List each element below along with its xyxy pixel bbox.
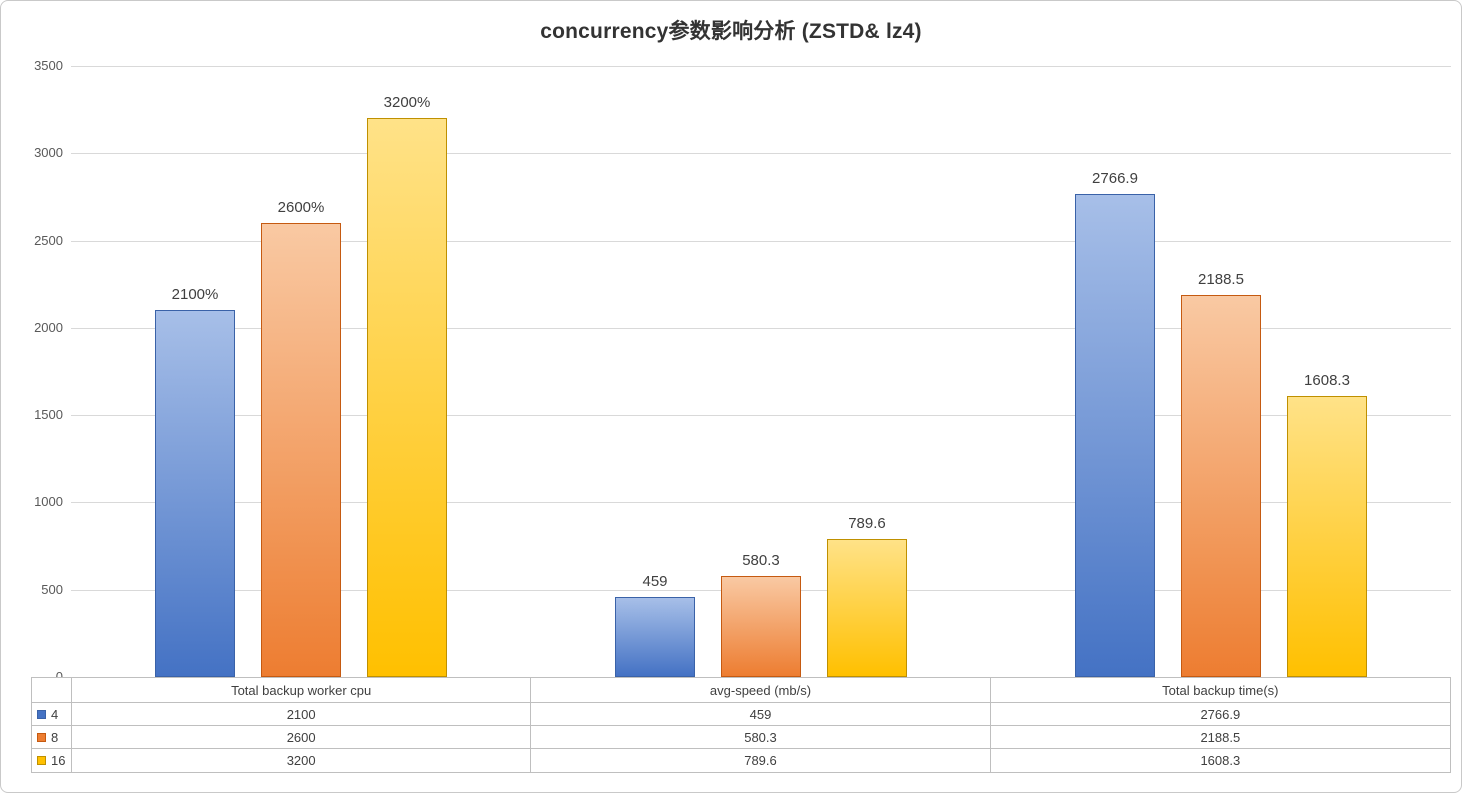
table-value-cell: 580.3 (531, 726, 991, 749)
bar-value-label: 2100% (171, 286, 219, 303)
legend-swatch-8 (37, 732, 46, 742)
table-value-cell: 2600 (72, 726, 532, 749)
grid-line (71, 153, 1451, 155)
table-header-cell: avg-speed (mb/s) (531, 678, 991, 703)
table-series-name-cell: 16 (32, 749, 72, 772)
y-axis-tick-label: 1000 (34, 494, 63, 510)
grid-line (71, 502, 1451, 504)
bar-value-label: 1608.3 (1304, 372, 1350, 389)
y-axis-tick-label: 3500 (34, 58, 63, 73)
table-series-name-cell: 8 (32, 726, 72, 749)
table-value-cell: 2766.9 (990, 703, 1450, 726)
bar-value-label: 789.6 (848, 515, 886, 532)
bar-series-8 (721, 576, 801, 677)
y-axis-tick-label: 2500 (34, 232, 63, 248)
series-name-label: 4 (51, 706, 59, 722)
bar-value-label: 2766.9 (1092, 170, 1138, 187)
bar-series-8 (261, 223, 341, 677)
table-value-cell: 2188.5 (990, 726, 1450, 749)
bar-value-label: 2188.5 (1198, 271, 1244, 288)
bar-series-16 (827, 539, 907, 677)
series-name-label: 16 (51, 753, 66, 768)
grid-line (71, 327, 1451, 329)
chart-title: concurrency参数影响分析 (ZSTD& lz4) (540, 20, 922, 43)
legend-swatch-16 (37, 756, 46, 765)
table-value-cell: 459 (531, 703, 991, 726)
bar-series-4 (615, 597, 695, 677)
bar-value-label: 580.3 (742, 552, 780, 569)
table-value-cell: 789.6 (531, 749, 991, 772)
table-series-name-cell: 4 (32, 703, 72, 726)
table-value-cell: 3200 (72, 749, 532, 772)
bar-series-16 (367, 118, 447, 677)
bar-series-8 (1181, 295, 1261, 677)
table-value-cell: 1608.3 (1200, 753, 1241, 768)
y-axis-tick-label: 0 (9, 669, 63, 685)
table-header-cell: Total backup worker cpu (72, 678, 532, 703)
table-value-cell: 2100 (72, 703, 532, 726)
table-corner-cell (32, 678, 72, 703)
bar-series-16 (1287, 396, 1367, 677)
table-header-cell: Total backup time(s) (990, 678, 1450, 703)
bar-value-label: 459 (642, 573, 668, 590)
data-table: Total backup worker cpu avg-speed (mb/s) T… (31, 677, 1451, 773)
bar-series-4 (155, 310, 235, 677)
bar-series-4 (1075, 194, 1155, 677)
y-axis-tick-label: 3000 (34, 145, 63, 161)
grid-line (71, 240, 1451, 242)
y-axis-tick-label: 1500 (34, 407, 63, 423)
grid-line (71, 66, 1451, 67)
series-name-label: 8 (51, 729, 59, 745)
y-axis-tick-label: 500 (41, 581, 63, 597)
bar-value-label: 2600% (277, 199, 325, 216)
legend-swatch-4 (37, 709, 46, 719)
y-axis-tick-label: 2000 (34, 319, 63, 335)
grid-line (71, 415, 1451, 417)
bar-value-label: 3200% (383, 94, 431, 111)
